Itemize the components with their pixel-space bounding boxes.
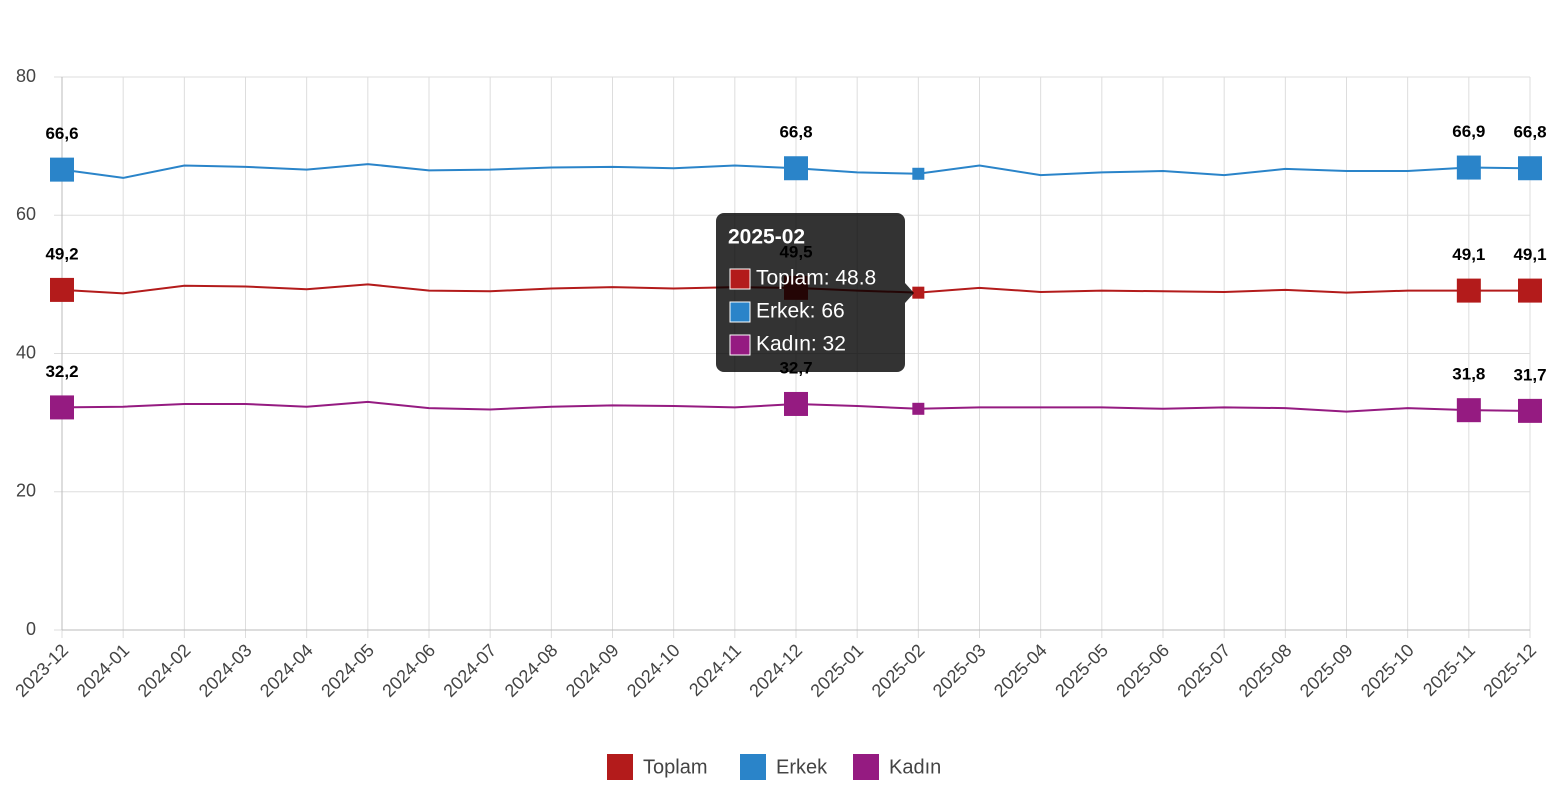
tooltip-box bbox=[716, 213, 914, 372]
x-tick-label: 2024-03 bbox=[195, 640, 256, 701]
x-tick-label: 2025-08 bbox=[1235, 640, 1296, 701]
point-marker bbox=[912, 402, 925, 415]
legend-swatch[interactable] bbox=[740, 754, 766, 780]
x-tick-label: 2024-07 bbox=[439, 640, 500, 701]
data-label: 66,9 bbox=[1452, 122, 1485, 141]
x-tick-label: 2024-11 bbox=[685, 640, 745, 700]
x-tick-label: 2025-02 bbox=[868, 640, 929, 701]
x-tick-label: 2024-02 bbox=[134, 640, 195, 701]
data-label: 49,1 bbox=[1513, 245, 1546, 264]
x-tick-label: 2025-06 bbox=[1112, 640, 1173, 701]
point-marker bbox=[1518, 398, 1542, 423]
x-tick-label: 2024-06 bbox=[378, 640, 439, 701]
legend-swatch[interactable] bbox=[607, 754, 633, 780]
tooltip: 2025-02 Toplam: 48.8 Erkek: 66 Kadın: 32 bbox=[716, 213, 914, 372]
x-tick-label: 2024-01 bbox=[72, 640, 133, 701]
legend-label[interactable]: Erkek bbox=[776, 756, 828, 778]
x-tick-label: 2024-04 bbox=[256, 640, 317, 701]
x-tick-label: 2025-04 bbox=[990, 640, 1051, 701]
point-marker bbox=[1456, 155, 1481, 180]
tooltip-title: 2025-02 bbox=[728, 226, 805, 249]
point-marker bbox=[912, 167, 925, 180]
legend-label[interactable]: Toplam bbox=[643, 756, 707, 778]
x-tick-label: 2025-03 bbox=[929, 640, 990, 701]
data-label: 49,1 bbox=[1452, 245, 1485, 264]
data-label: 66,8 bbox=[779, 123, 812, 142]
point-marker bbox=[784, 156, 808, 181]
x-tick-label: 2025-10 bbox=[1357, 640, 1418, 701]
data-label: 31,7 bbox=[1513, 365, 1546, 384]
y-tick-label: 80 bbox=[16, 66, 36, 86]
point-marker bbox=[50, 277, 74, 302]
point-marker bbox=[1518, 278, 1542, 303]
y-tick-label: 20 bbox=[16, 481, 36, 501]
legend-swatch[interactable] bbox=[853, 754, 879, 780]
point-marker bbox=[50, 157, 74, 182]
x-tick-label: 2025-01 bbox=[806, 640, 867, 701]
point-marker bbox=[1518, 156, 1542, 181]
tooltip-swatch bbox=[729, 268, 751, 290]
point-marker bbox=[784, 391, 808, 416]
data-label: 66,6 bbox=[45, 124, 78, 143]
x-tick-label: 2025-11 bbox=[1419, 640, 1479, 700]
point-marker bbox=[912, 286, 925, 299]
x-tick-label: 2024-05 bbox=[317, 640, 378, 701]
data-label: 31,8 bbox=[1452, 365, 1485, 384]
x-tick-label: 2023-12 bbox=[11, 640, 72, 701]
y-tick-label: 60 bbox=[16, 204, 36, 224]
point-marker bbox=[1456, 398, 1481, 423]
data-label: 66,8 bbox=[1513, 123, 1546, 142]
point-marker bbox=[1456, 278, 1481, 303]
tooltip-swatch bbox=[729, 334, 751, 356]
x-tick-label: 2024-10 bbox=[623, 640, 684, 701]
y-tick-label: 40 bbox=[16, 342, 36, 362]
legend-label[interactable]: Kadın bbox=[889, 756, 941, 778]
point-marker bbox=[50, 395, 74, 420]
y-tick-label: 0 bbox=[26, 619, 36, 639]
tooltip-item: Toplam: 48.8 bbox=[756, 267, 876, 290]
x-tick-label: 2025-12 bbox=[1479, 640, 1540, 701]
tooltip-item: Erkek: 66 bbox=[756, 300, 845, 323]
x-tick-label: 2024-09 bbox=[562, 640, 623, 701]
tooltip-item: Kadın: 32 bbox=[756, 333, 846, 356]
x-tick-label: 2025-09 bbox=[1296, 640, 1357, 701]
x-tick-label: 2025-05 bbox=[1051, 640, 1112, 701]
data-label: 49,2 bbox=[45, 244, 78, 263]
x-tick-label: 2024-08 bbox=[501, 640, 562, 701]
data-label: 32,2 bbox=[45, 362, 78, 381]
x-tick-label: 2025-07 bbox=[1173, 640, 1234, 701]
tooltip-swatch bbox=[729, 301, 751, 323]
x-tick-label: 2024-12 bbox=[745, 640, 806, 701]
